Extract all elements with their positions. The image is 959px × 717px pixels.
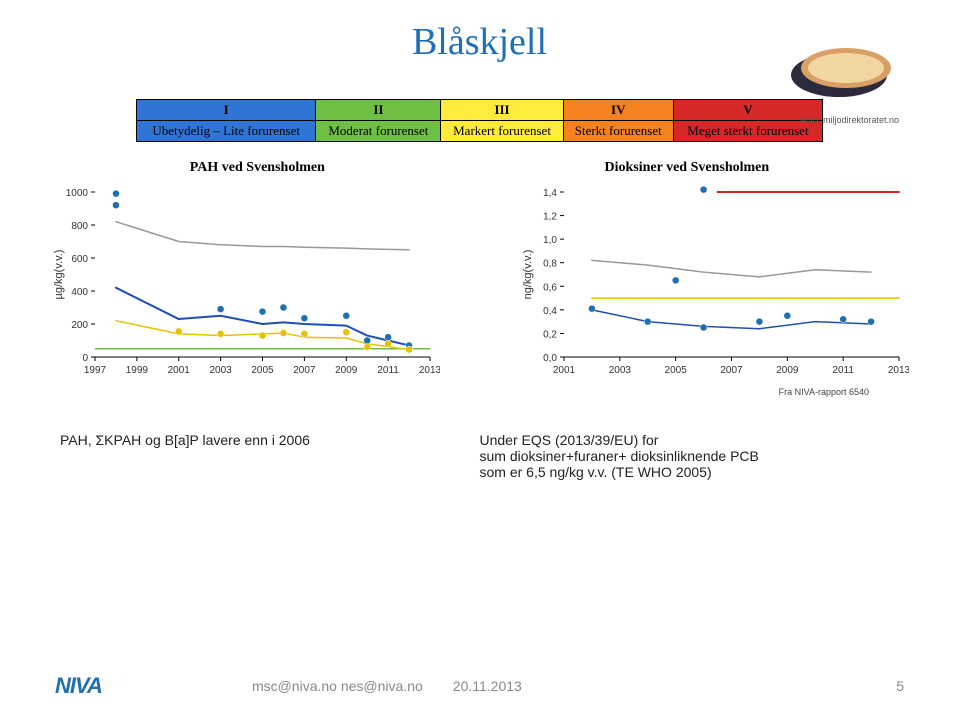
- svg-text:2003: 2003: [609, 365, 632, 376]
- chart-right: 0,0 0,2 0,4 0,6 0,8 1,0 1,2 1,4 2001 2003 2005 2007…: [519, 182, 909, 387]
- class-header-0: I: [136, 100, 316, 121]
- svg-text:0,0: 0,0: [543, 353, 557, 364]
- svg-text:2011: 2011: [377, 365, 399, 376]
- classification-table: IIIIIIIVV Ubetydelig – Lite forurensetMo…: [136, 99, 823, 142]
- svg-text:0,4: 0,4: [543, 306, 557, 317]
- footer-page: 5: [896, 678, 904, 694]
- class-label-1: Moderat forurenset: [316, 121, 441, 142]
- svg-text:1000: 1000: [66, 188, 89, 199]
- mussel-image: [784, 30, 904, 105]
- svg-text:ng/kg(v.v.): ng/kg(v.v.): [522, 250, 534, 300]
- class-label-2: Markert forurenset: [441, 121, 563, 142]
- svg-text:2013: 2013: [888, 365, 909, 376]
- svg-text:2005: 2005: [251, 365, 274, 376]
- svg-text:400: 400: [71, 287, 88, 298]
- niva-logo: NIVA: [55, 673, 102, 699]
- photo-credit: Foto: miljodirektoratet.no: [800, 115, 899, 125]
- svg-text:2001: 2001: [168, 365, 191, 376]
- svg-text:1999: 1999: [126, 365, 149, 376]
- svg-text:2009: 2009: [776, 365, 799, 376]
- class-header-2: III: [441, 100, 563, 121]
- svg-text:0,6: 0,6: [543, 282, 557, 293]
- class-header-3: IV: [563, 100, 673, 121]
- class-label-0: Ubetydelig – Lite forurenset: [136, 121, 316, 142]
- svg-text:0,8: 0,8: [543, 259, 557, 270]
- chart-left: 0 200 400 600 800 1000 1997 1999 2001 2003 2005 200…: [50, 182, 440, 387]
- svg-text:600: 600: [71, 254, 88, 265]
- chart-left-title: PAH ved Svensholmen: [190, 160, 325, 176]
- svg-text:1,4: 1,4: [543, 188, 557, 199]
- svg-text:1,2: 1,2: [543, 212, 557, 223]
- svg-text:200: 200: [71, 320, 88, 331]
- svg-text:800: 800: [71, 221, 88, 232]
- text-right: Under EQS (2013/39/EU) forsum dioksiner+…: [480, 432, 910, 480]
- class-header-1: II: [316, 100, 441, 121]
- text-left: PAH, ΣKPAH og B[a]P lavere enn i 2006: [50, 432, 447, 480]
- footer-date: 20.11.2013: [453, 678, 522, 694]
- svg-text:1997: 1997: [84, 365, 107, 376]
- svg-text:2009: 2009: [335, 365, 358, 376]
- report-note: Fra NIVA-rapport 6540: [50, 387, 869, 397]
- page-title: Blåskjell: [50, 20, 909, 64]
- chart-right-title: Dioksiner ved Svensholmen: [605, 160, 770, 176]
- svg-text:2011: 2011: [832, 365, 854, 376]
- svg-text:2007: 2007: [720, 365, 743, 376]
- svg-text:0,2: 0,2: [543, 329, 557, 340]
- svg-text:2003: 2003: [210, 365, 233, 376]
- footer: NIVA msc@niva.no nes@niva.no 20.11.2013 …: [0, 673, 959, 699]
- svg-text:1,0: 1,0: [543, 235, 557, 246]
- class-label-3: Sterkt forurenset: [563, 121, 673, 142]
- svg-text:2001: 2001: [553, 365, 576, 376]
- svg-text:0: 0: [82, 353, 88, 364]
- footer-emails: msc@niva.no nes@niva.no: [252, 678, 423, 694]
- svg-text:2005: 2005: [665, 365, 688, 376]
- svg-text:2007: 2007: [293, 365, 316, 376]
- svg-text:2013: 2013: [419, 365, 440, 376]
- svg-text:µg/kg(v.v.): µg/kg(v.v.): [53, 250, 65, 300]
